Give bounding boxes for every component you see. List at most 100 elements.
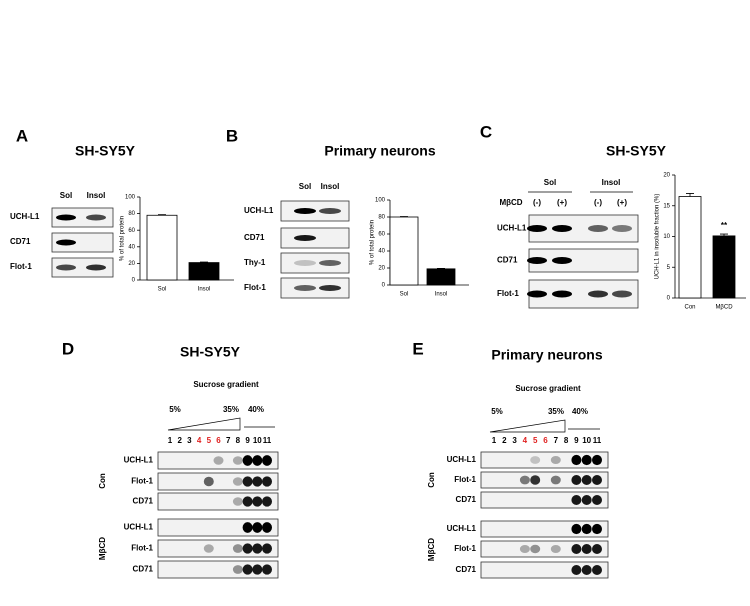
band bbox=[592, 565, 602, 575]
band bbox=[294, 285, 316, 291]
fraction-number: 5 bbox=[533, 436, 538, 445]
band bbox=[262, 564, 272, 575]
bar bbox=[146, 214, 178, 281]
row-label: Flot-1 bbox=[131, 544, 153, 553]
x-tick-label: Sol bbox=[400, 292, 409, 298]
band bbox=[232, 565, 243, 574]
gradient-wedge bbox=[167, 417, 241, 431]
band bbox=[519, 544, 530, 554]
band bbox=[252, 496, 263, 507]
band bbox=[252, 564, 263, 575]
band bbox=[203, 476, 214, 487]
band bbox=[262, 455, 272, 466]
band bbox=[581, 475, 592, 485]
fraction-number: 8 bbox=[236, 436, 241, 445]
condition-label: (+) bbox=[617, 198, 627, 207]
fraction-number: 6 bbox=[543, 436, 548, 445]
y-tick-label: 40 bbox=[378, 249, 385, 255]
band bbox=[203, 544, 214, 553]
panel-title: Primary neurons bbox=[491, 347, 602, 363]
bar bbox=[678, 196, 702, 299]
y-tick-label: 60 bbox=[378, 232, 385, 238]
y-tick-label: 10 bbox=[663, 234, 670, 240]
blot-strip bbox=[51, 257, 114, 278]
fraction-number: 10 bbox=[253, 436, 262, 445]
band bbox=[530, 456, 541, 464]
condition-label: MβCD bbox=[427, 538, 436, 561]
band bbox=[242, 522, 253, 533]
band bbox=[242, 543, 253, 554]
band bbox=[242, 496, 253, 507]
band bbox=[86, 214, 106, 221]
y-axis-label: % of total protein bbox=[370, 220, 376, 265]
fraction-number: 1 bbox=[168, 436, 173, 445]
gradient-label: 5% bbox=[491, 407, 503, 416]
band bbox=[252, 455, 263, 466]
band bbox=[56, 239, 76, 246]
y-tick-label: 80 bbox=[128, 211, 135, 217]
y-tick-label: 20 bbox=[663, 173, 670, 179]
y-tick-label: 0 bbox=[667, 296, 671, 302]
gradient-label: 35% bbox=[223, 405, 239, 414]
x-tick-label: Insol bbox=[435, 292, 448, 298]
y-tick-label: 0 bbox=[132, 278, 136, 284]
y-tick-label: 60 bbox=[128, 228, 135, 234]
fraction-number: 10 bbox=[582, 436, 591, 445]
x-tick-label: Con bbox=[684, 305, 695, 311]
band bbox=[552, 225, 572, 232]
band bbox=[262, 522, 272, 533]
band bbox=[571, 454, 582, 466]
fraction-number: 4 bbox=[523, 436, 528, 445]
row-label: CD71 bbox=[497, 256, 518, 265]
blot-strip bbox=[280, 252, 350, 274]
band bbox=[294, 260, 316, 266]
band bbox=[612, 290, 632, 298]
fraction-number: 4 bbox=[197, 436, 202, 445]
gradient-title: Sucrose gradient bbox=[515, 384, 581, 393]
band bbox=[581, 523, 592, 535]
band bbox=[56, 264, 76, 271]
band bbox=[550, 475, 561, 485]
band bbox=[571, 495, 582, 505]
band bbox=[552, 290, 572, 298]
blot-strip bbox=[51, 232, 114, 253]
band bbox=[294, 235, 316, 241]
y-tick-label: 20 bbox=[128, 261, 135, 267]
panel-title: Primary neurons bbox=[324, 143, 435, 159]
band bbox=[262, 543, 272, 554]
fraction-number: 3 bbox=[512, 436, 517, 445]
band bbox=[242, 564, 253, 575]
condition-label: Con bbox=[427, 472, 436, 488]
band bbox=[262, 476, 272, 487]
band bbox=[213, 456, 224, 465]
row-label: UCH-L1 bbox=[497, 224, 527, 233]
row-label: UCH-L1 bbox=[124, 523, 154, 532]
panel-label: D bbox=[62, 339, 74, 358]
band bbox=[527, 290, 547, 298]
gradient-label: 5% bbox=[169, 405, 181, 414]
band bbox=[571, 565, 582, 575]
fraction-number: 7 bbox=[226, 436, 231, 445]
band bbox=[592, 454, 602, 466]
row-label: UCH-L1 bbox=[447, 455, 477, 464]
condition-label: Con bbox=[98, 473, 107, 489]
condition-label: (-) bbox=[594, 198, 602, 207]
band bbox=[519, 475, 530, 485]
group-header: Insol bbox=[602, 178, 621, 187]
y-tick-label: 0 bbox=[382, 283, 386, 289]
row-label: Flot-1 bbox=[10, 262, 32, 271]
band bbox=[588, 225, 608, 232]
band bbox=[581, 454, 592, 466]
fraction-number: 8 bbox=[564, 436, 569, 445]
x-tick-label: MβCD bbox=[715, 305, 733, 311]
fraction-number: 6 bbox=[216, 436, 221, 445]
bar bbox=[426, 268, 456, 286]
row-label: UCH-L1 bbox=[10, 212, 40, 221]
band bbox=[294, 208, 316, 214]
row-label: Flot-1 bbox=[497, 289, 519, 298]
row-label: Flot-1 bbox=[244, 283, 266, 292]
band bbox=[571, 544, 582, 554]
band bbox=[592, 523, 602, 535]
y-tick-label: 40 bbox=[128, 244, 135, 250]
